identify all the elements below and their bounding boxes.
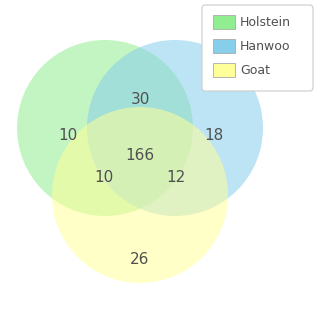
Text: 18: 18 [204,127,224,142]
Text: 10: 10 [59,127,78,142]
Circle shape [52,107,228,283]
Bar [213,39,235,53]
Text: Hanwoo: Hanwoo [240,40,291,53]
Text: 10: 10 [94,171,114,186]
Text: 166: 166 [125,148,155,162]
Circle shape [87,40,263,216]
Bar [213,63,235,77]
Circle shape [17,40,193,216]
Text: Goat: Goat [240,63,270,76]
Bar [213,15,235,29]
FancyBboxPatch shape [202,5,313,91]
Text: 26: 26 [130,253,150,267]
Text: 12: 12 [166,171,186,186]
Text: 30: 30 [130,93,150,108]
Text: Holstein: Holstein [240,16,291,29]
